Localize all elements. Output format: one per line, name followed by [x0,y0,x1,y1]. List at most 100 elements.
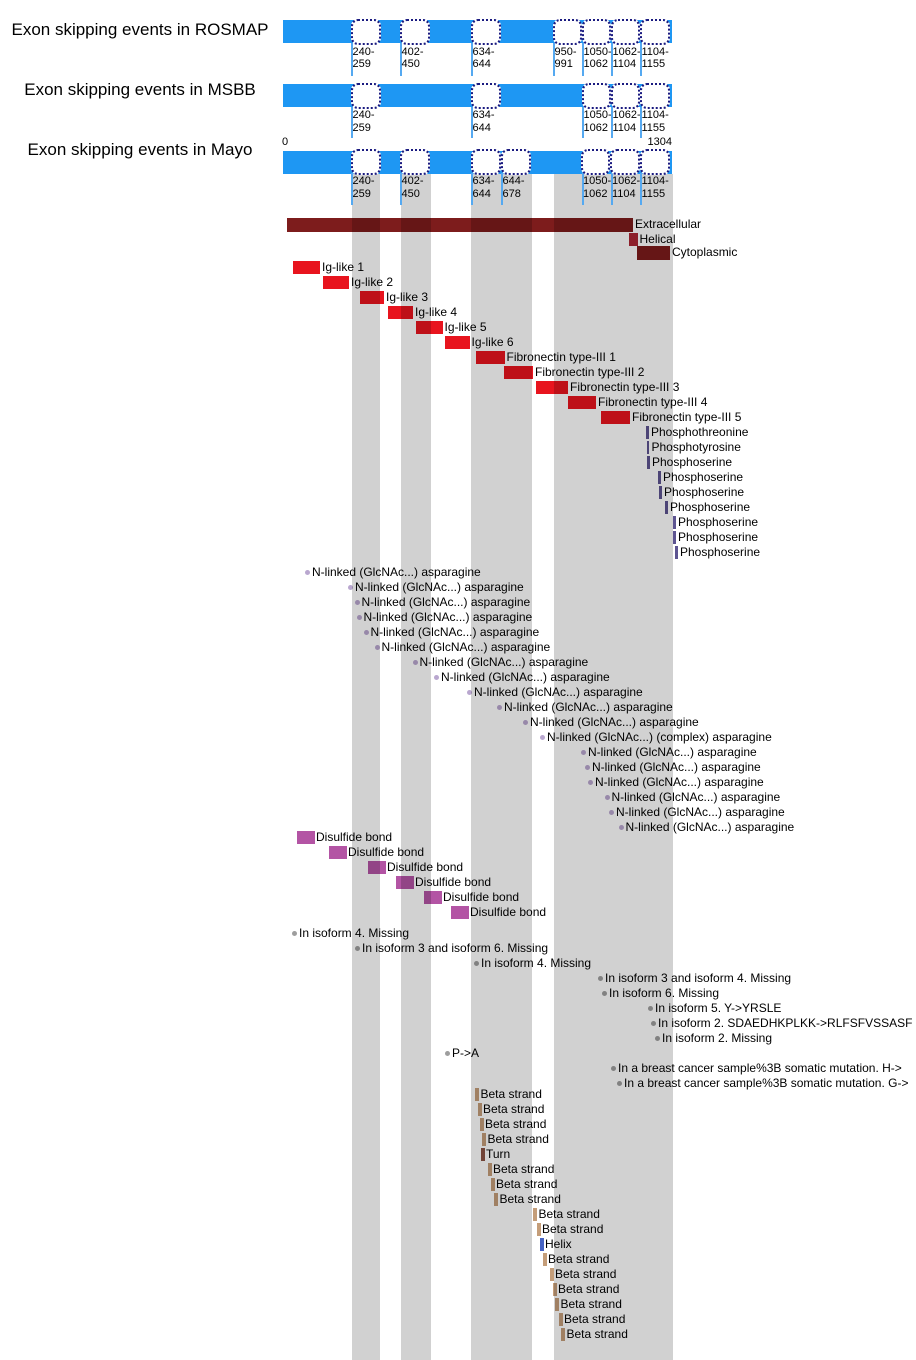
exon-event-box[interactable] [610,18,640,45]
helical-bar[interactable] [629,233,638,246]
exon-event-box[interactable] [399,149,430,175]
beta-strand-tick[interactable] [482,1133,486,1146]
glyco-dot[interactable] [497,705,502,710]
beta-strand-tick[interactable] [475,1088,479,1101]
variant-dot[interactable] [611,1066,616,1071]
glyco-dot[interactable] [585,765,590,770]
domain-box[interactable] [444,336,470,349]
turn-tick[interactable] [480,1148,485,1161]
variant-dot[interactable] [648,1006,653,1011]
exon-event-box[interactable] [350,149,381,175]
variant-dot[interactable] [445,1051,450,1056]
exon-event-box[interactable] [552,18,582,45]
beta-strand-tick[interactable] [479,1118,484,1131]
beta-strand-tick[interactable] [561,1328,565,1341]
disulfide-box[interactable] [329,846,347,859]
glyco-dot[interactable] [588,780,593,785]
exon-event-tick [501,173,503,205]
glyco-dot[interactable] [412,660,418,665]
domain-box[interactable] [293,261,320,274]
glyco-dot[interactable] [609,810,614,815]
phospho-tick[interactable] [646,426,649,439]
track-title-msbb: Exon skipping events in MSBB [24,80,256,99]
exon-event-box[interactable] [610,82,640,109]
glyco-dot[interactable] [434,675,439,680]
domain-box[interactable] [476,351,505,364]
disulfide-box[interactable] [424,891,442,904]
domain-box[interactable] [322,276,349,289]
glyco-dot[interactable] [305,570,310,575]
beta-strand-tick[interactable] [536,1223,541,1236]
phospho-tick[interactable] [673,531,676,544]
beta-strand-tick[interactable] [542,1253,547,1266]
domain-box[interactable] [416,321,443,334]
beta-strand-tick[interactable] [494,1193,498,1206]
variant-dot[interactable] [474,961,479,966]
phospho-tick[interactable] [665,501,668,514]
exon-event-box[interactable] [399,18,430,45]
variant-dot[interactable] [655,1036,660,1041]
topology-bar[interactable] [637,246,670,260]
variant-dot[interactable] [292,931,297,936]
glyco-dot[interactable] [540,735,545,740]
disulfide-box[interactable] [396,876,414,889]
domain-box[interactable] [601,411,630,424]
glyco-dot[interactable] [523,720,528,725]
glyco-dot[interactable] [581,750,586,755]
phospho-tick[interactable] [658,471,661,484]
exon-event-box[interactable] [610,149,640,175]
glyco-dot[interactable] [618,825,624,830]
glyco-dot[interactable] [363,630,369,635]
beta-strand-tick[interactable] [487,1163,492,1176]
disulfide-box[interactable] [297,831,315,844]
phospho-tick[interactable] [659,486,662,499]
domain-box[interactable] [360,291,384,304]
exon-event-box[interactable] [470,82,501,109]
domain-box[interactable] [568,396,596,409]
exon-event-range-label: 240- 259 [352,175,375,200]
domain-box[interactable] [536,381,568,394]
glyco-dot[interactable] [356,615,362,620]
topology-bar[interactable] [287,218,633,232]
phospho-tick[interactable] [646,441,649,454]
variant-dot[interactable] [602,991,607,996]
exon-event-box[interactable] [500,149,531,175]
variant-dot[interactable] [651,1021,656,1026]
exon-event-box[interactable] [581,82,611,109]
exon-event-box[interactable] [581,18,611,45]
disulfide-box[interactable] [368,861,386,874]
exon-event-box[interactable] [639,82,670,109]
exon-event-box[interactable] [639,149,670,175]
beta-strand-tick[interactable] [490,1178,495,1191]
variant-dot[interactable] [598,976,603,981]
exon-event-box[interactable] [639,18,670,45]
phospho-tick[interactable] [647,456,650,469]
beta-strand-tick[interactable] [558,1313,563,1326]
beta-strand-tick[interactable] [477,1103,482,1116]
domain-box[interactable] [504,366,533,379]
glyco-dot[interactable] [604,795,610,800]
beta-strand-tick[interactable] [552,1283,557,1296]
phospho-tick[interactable] [675,546,678,559]
helix-tick[interactable] [539,1238,544,1251]
glyco-dot[interactable] [374,645,380,650]
exon-event-range-label: 1050- 1062 [583,109,612,134]
domain-box[interactable] [388,306,413,319]
exon-event-box[interactable] [350,82,381,109]
exon-event-box[interactable] [581,149,610,175]
exon-event-box[interactable] [470,18,501,45]
glyco-dot[interactable] [348,585,353,590]
exon-event-range-label: 1062- 1104 [612,109,641,134]
glyco-dot[interactable] [354,600,360,605]
exon-event-box[interactable] [350,18,381,45]
beta-strand-tick[interactable] [555,1298,559,1311]
glyco-dot[interactable] [467,690,472,695]
exon-event-box[interactable] [470,149,501,175]
variant-dot[interactable] [355,946,360,951]
disulfide-box[interactable] [451,906,469,919]
beta-strand-tick[interactable] [549,1268,554,1281]
exon-event-range-label: 634- 644 [472,109,495,134]
variant-dot[interactable] [617,1081,622,1086]
beta-strand-tick[interactable] [533,1208,537,1221]
phospho-tick[interactable] [673,516,676,529]
